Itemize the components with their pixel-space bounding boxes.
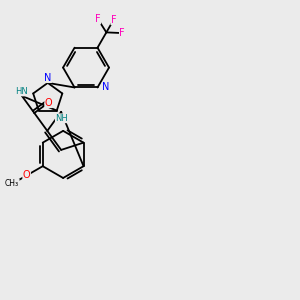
Text: NH: NH xyxy=(55,114,68,123)
Text: F: F xyxy=(95,14,100,24)
Text: O: O xyxy=(23,170,30,180)
Text: N: N xyxy=(44,73,51,82)
Text: F: F xyxy=(119,28,125,38)
Text: F: F xyxy=(111,15,116,25)
Text: O: O xyxy=(45,98,52,108)
Text: CH₃: CH₃ xyxy=(5,179,19,188)
Text: HN: HN xyxy=(16,87,28,96)
Text: N: N xyxy=(102,82,110,92)
